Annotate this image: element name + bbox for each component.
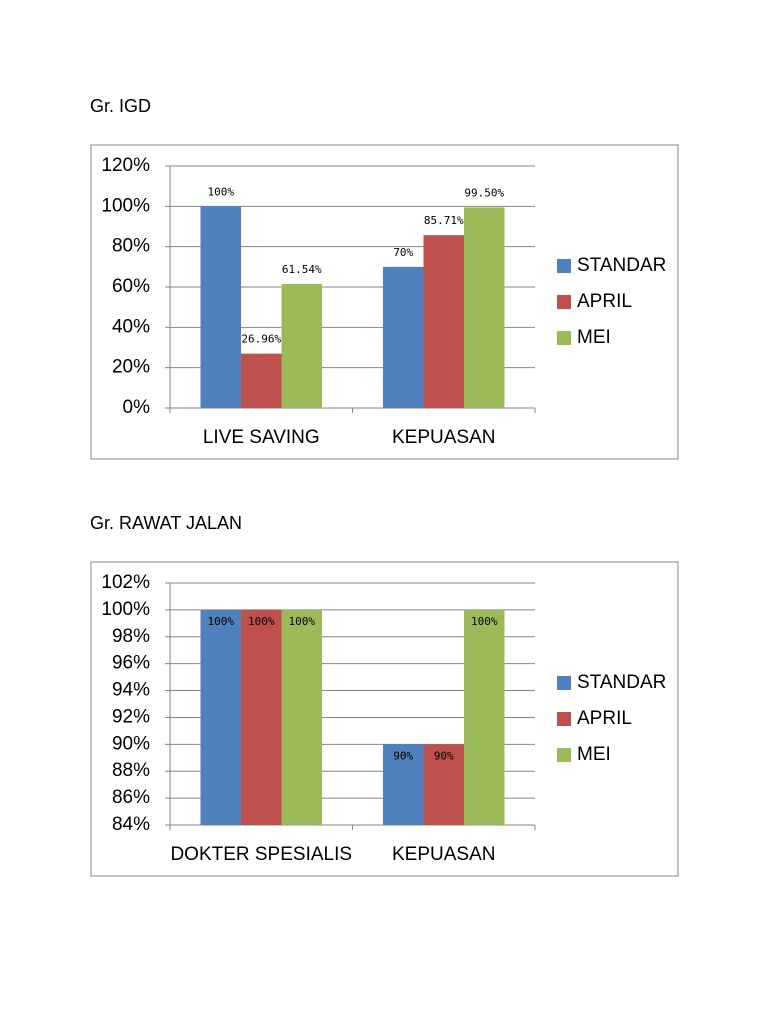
bar [281,609,322,825]
y-tick-label: 98% [112,626,150,647]
value-label: 70% [393,246,413,259]
bar [464,609,505,825]
legend-swatch [557,295,571,309]
legend-label: MEI [577,327,611,348]
value-label: 100% [208,615,235,628]
legend-swatch [557,676,571,690]
bar [200,609,241,825]
legend-swatch [557,259,571,273]
y-tick-label: 96% [112,653,150,674]
y-tick-label: 120% [101,155,150,176]
legend-label: STANDAR [577,255,666,276]
bar [281,283,322,408]
y-tick-label: 80% [112,236,150,257]
x-tick-label: DOKTER SPESIALIS [170,844,352,865]
legend-label: APRIL [577,708,632,729]
legend-swatch [557,748,571,762]
legend-swatch [557,712,571,726]
y-tick-label: 102% [101,572,150,593]
bar [241,353,282,408]
y-tick-label: 20% [112,357,150,378]
y-tick-label: 86% [112,787,150,808]
bar [383,266,424,408]
bar [423,235,464,408]
value-label: 90% [393,749,413,762]
y-tick-label: 92% [112,706,150,727]
legend-label: MEI [577,744,611,765]
x-tick-label: KEPUASAN [392,427,495,448]
chart-frame [90,561,679,877]
value-label: 100% [289,615,316,628]
chart-title: Gr. RAWAT JALAN [90,513,242,533]
bar [241,609,282,825]
y-tick-label: 94% [112,680,150,701]
x-tick-label: KEPUASAN [392,844,495,865]
value-label: 99.50% [464,186,504,199]
chart-title: Gr. IGD [90,96,151,116]
legend-label: APRIL [577,291,632,312]
y-tick-label: 100% [101,599,150,620]
y-tick-label: 100% [101,195,150,216]
bar [464,207,505,408]
value-label: 85.71% [424,214,464,227]
bar [423,744,464,825]
y-tick-label: 84% [112,814,150,835]
value-label: 90% [434,749,454,762]
value-label: 26.96% [241,333,281,346]
value-label: 61.54% [282,263,322,276]
y-tick-label: 88% [112,760,150,781]
value-label: 100% [208,185,235,198]
y-tick-label: 90% [112,733,150,754]
x-tick-label: LIVE SAVING [203,427,320,448]
y-tick-label: 60% [112,276,150,297]
y-tick-label: 0% [123,397,151,418]
legend-label: STANDAR [577,672,666,693]
bar [200,206,241,408]
bar [383,744,424,825]
y-tick-label: 40% [112,316,150,337]
value-label: 100% [248,615,275,628]
legend-swatch [557,331,571,345]
value-label: 100% [471,615,498,628]
chart-frame [90,144,679,460]
